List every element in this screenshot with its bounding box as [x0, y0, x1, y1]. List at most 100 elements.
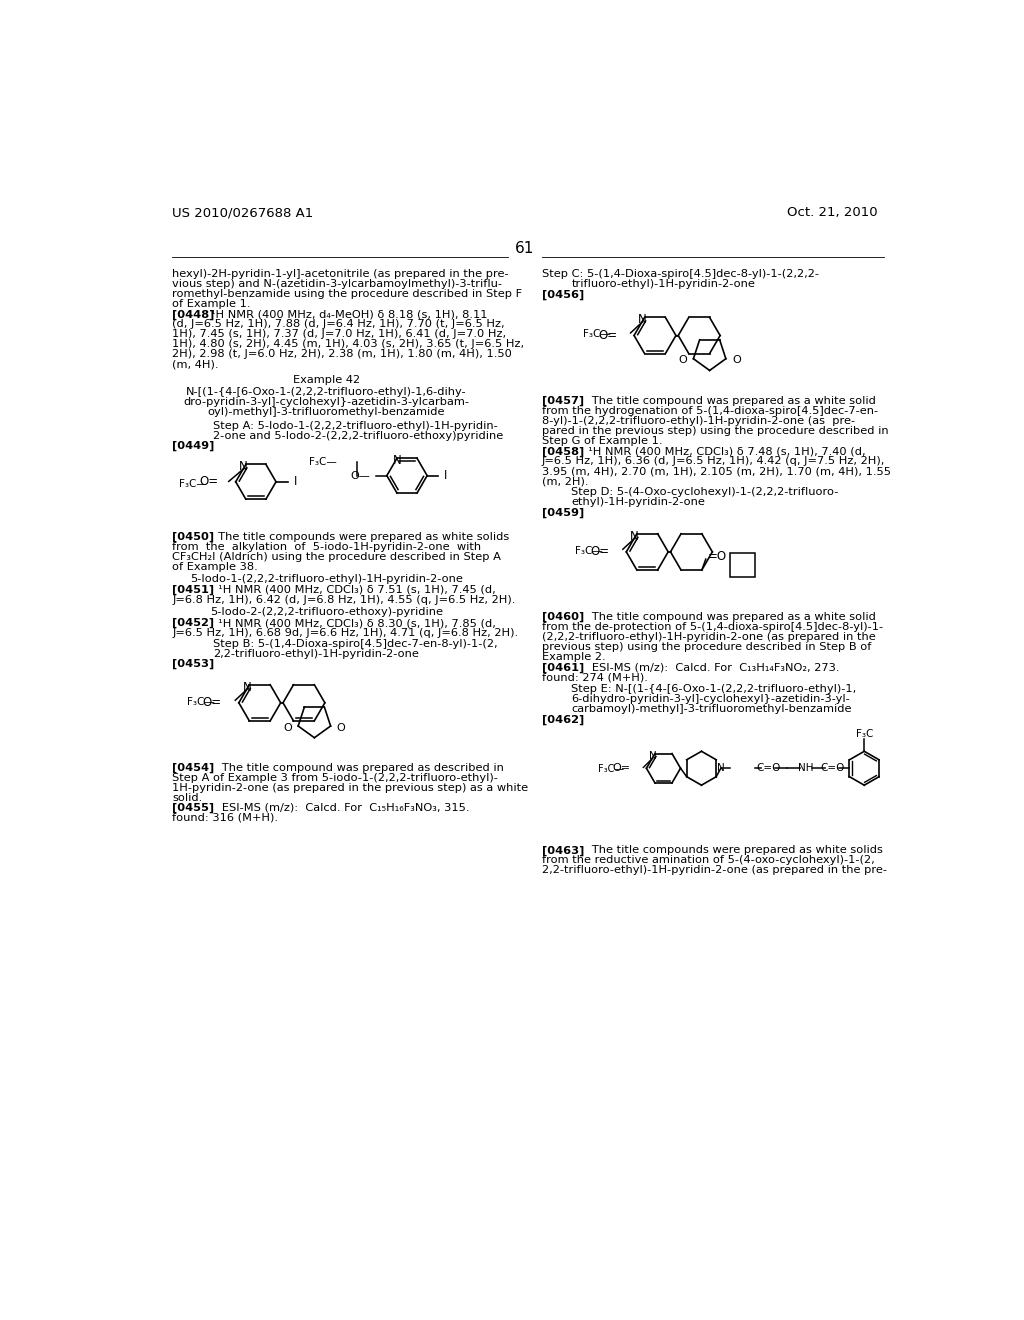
Text: F₃C—: F₃C— [574, 545, 603, 556]
Text: N: N [649, 751, 656, 760]
Text: Example 42: Example 42 [293, 375, 360, 384]
Text: O: O [732, 355, 740, 366]
Text: hexyl)-2H-pyridin-1-yl]-acetonitrile (as prepared in the pre-: hexyl)-2H-pyridin-1-yl]-acetonitrile (as… [172, 268, 509, 279]
Text: I: I [294, 475, 297, 488]
Text: found: 274 (M+H).: found: 274 (M+H). [542, 673, 648, 682]
Text: O: O [284, 722, 292, 733]
Text: [0461]: [0461] [542, 663, 584, 673]
Text: Step G of Example 1.: Step G of Example 1. [542, 436, 663, 446]
Text: Example 2.: Example 2. [542, 652, 605, 661]
Text: ¹H NMR (400 MHz, CDCl₃) δ 7.51 (s, 1H), 7.45 (d,: ¹H NMR (400 MHz, CDCl₃) δ 7.51 (s, 1H), … [211, 585, 496, 595]
Text: 3.95 (m, 4H), 2.70 (m, 1H), 2.105 (m, 2H), 1.70 (m, 4H), 1.55: 3.95 (m, 4H), 2.70 (m, 1H), 2.105 (m, 2H… [542, 466, 891, 477]
Text: 1H-pyridin-2-one (as prepared in the previous step) as a white: 1H-pyridin-2-one (as prepared in the pre… [172, 783, 528, 793]
Text: The title compound was prepared as a white solid: The title compound was prepared as a whi… [581, 612, 876, 622]
Text: romethyl-benzamide using the procedure described in Step F: romethyl-benzamide using the procedure d… [172, 289, 522, 298]
Text: J=6.8 Hz, 1H), 6.42 (d, J=6.8 Hz, 1H), 4.55 (q, J=6.5 Hz, 2H).: J=6.8 Hz, 1H), 6.42 (d, J=6.8 Hz, 1H), 4… [172, 595, 515, 605]
Text: Oct. 21, 2010: Oct. 21, 2010 [786, 206, 878, 219]
Text: from the hydrogenation of 5-(1,4-dioxa-spiro[4.5]dec-7-en-: from the hydrogenation of 5-(1,4-dioxa-s… [542, 405, 878, 416]
Text: [0462]: [0462] [542, 714, 584, 725]
Text: Step A: 5-Iodo-1-(2,2,2-trifluoro-ethyl)-1H-pyridin-: Step A: 5-Iodo-1-(2,2,2-trifluoro-ethyl)… [213, 421, 498, 430]
Text: F₃C—: F₃C— [308, 457, 337, 467]
Text: (d, J=6.5 Hz, 1H), 7.88 (d, J=6.4 Hz, 1H), 7.70 (t, J=6.5 Hz,: (d, J=6.5 Hz, 1H), 7.88 (d, J=6.4 Hz, 1H… [172, 319, 505, 329]
Text: 5-Iodo-1-(2,2,2-trifluoro-ethyl)-1H-pyridin-2-one: 5-Iodo-1-(2,2,2-trifluoro-ethyl)-1H-pyri… [190, 574, 463, 585]
Text: trifluoro-ethyl)-1H-pyridin-2-one: trifluoro-ethyl)-1H-pyridin-2-one [571, 279, 755, 289]
Text: O=: O= [200, 475, 219, 488]
Text: dro-pyridin-3-yl]-cyclohexyl}-azetidin-3-ylcarbam-: dro-pyridin-3-yl]-cyclohexyl}-azetidin-3… [183, 397, 469, 407]
Text: J=6.5 Hz, 1H), 6.68 9d, J=6.6 Hz, 1H), 4.71 (q, J=6.8 Hz, 2H).: J=6.5 Hz, 1H), 6.68 9d, J=6.6 Hz, 1H), 4… [172, 628, 518, 638]
Text: N: N [392, 454, 401, 467]
Text: 2,2-trifluoro-ethyl)-1H-pyridin-2-one: 2,2-trifluoro-ethyl)-1H-pyridin-2-one [213, 649, 419, 659]
Text: [0459]: [0459] [542, 508, 584, 519]
Text: ethyl)-1H-pyridin-2-one: ethyl)-1H-pyridin-2-one [571, 498, 706, 507]
Text: oyl)-methyl]-3-trifluoromethyl-benzamide: oyl)-methyl]-3-trifluoromethyl-benzamide [208, 407, 445, 417]
Text: J=6.5 Hz, 1H), 6.36 (d, J=6.5 Hz, 1H), 4.42 (q, J=7.5 Hz, 2H),: J=6.5 Hz, 1H), 6.36 (d, J=6.5 Hz, 1H), 4… [542, 457, 885, 466]
Text: [0451]: [0451] [172, 585, 214, 595]
Text: carbamoyl)-methyl]-3-trifluoromethyl-benzamide: carbamoyl)-methyl]-3-trifluoromethyl-ben… [571, 704, 852, 714]
Text: previous step) using the procedure described in Step B of: previous step) using the procedure descr… [542, 642, 871, 652]
Text: O: O [337, 722, 345, 733]
Text: O—: O— [350, 471, 370, 480]
Text: F₃C—: F₃C— [583, 330, 610, 339]
Text: O: O [679, 355, 687, 366]
Text: pared in the previous step) using the procedure described in: pared in the previous step) using the pr… [542, 425, 889, 436]
Text: [0454]: [0454] [172, 763, 214, 774]
Text: 6-dihydro-pyridin-3-yl]-cyclohexyl}-azetidin-3-yl-: 6-dihydro-pyridin-3-yl]-cyclohexyl}-azet… [571, 693, 850, 704]
Text: of Example 1.: of Example 1. [172, 298, 251, 309]
Text: O=: O= [598, 329, 617, 342]
Text: N: N [630, 529, 639, 543]
Text: N: N [717, 763, 725, 774]
Text: 2,2-trifluoro-ethyl)-1H-pyridin-2-one (as prepared in the pre-: 2,2-trifluoro-ethyl)-1H-pyridin-2-one (a… [542, 866, 887, 875]
Text: O=: O= [612, 763, 631, 774]
Text: The title compound was prepared as described in: The title compound was prepared as descr… [211, 763, 504, 772]
Text: [0457]: [0457] [542, 396, 584, 405]
Text: O=: O= [590, 545, 609, 558]
Text: C=O: C=O [820, 763, 845, 774]
Text: The title compound was prepared as a white solid: The title compound was prepared as a whi… [581, 396, 876, 405]
Text: from the reductive amination of 5-(4-oxo-cyclohexyl)-1-(2,: from the reductive amination of 5-(4-oxo… [542, 855, 874, 865]
Text: NH: NH [799, 763, 814, 774]
Text: ESI-MS (m/z):  Calcd. For  C₁₃H₁₄F₃NO₂, 273.: ESI-MS (m/z): Calcd. For C₁₃H₁₄F₃NO₂, 27… [581, 663, 839, 673]
Text: 5-Iodo-2-(2,2,2-trifluoro-ethoxy)-pyridine: 5-Iodo-2-(2,2,2-trifluoro-ethoxy)-pyridi… [210, 607, 443, 618]
Text: vious step) and N-(azetidin-3-ylcarbamoylmethyl)-3-triflu-: vious step) and N-(azetidin-3-ylcarbamoy… [172, 279, 502, 289]
Text: [0448]: [0448] [172, 309, 215, 319]
Text: [0456]: [0456] [542, 289, 584, 300]
Text: ESI-MS (m/z):  Calcd. For  C₁₅H₁₆F₃NO₃, 315.: ESI-MS (m/z): Calcd. For C₁₅H₁₆F₃NO₃, 31… [211, 803, 469, 813]
Text: ¹H NMR (400 MHz, d₄-MeOH) δ 8.18 (s, 1H), 8.11: ¹H NMR (400 MHz, d₄-MeOH) δ 8.18 (s, 1H)… [211, 309, 487, 319]
Text: F₃C—: F₃C— [179, 479, 207, 488]
Text: of Example 38.: of Example 38. [172, 562, 258, 572]
Text: (m, 4H).: (m, 4H). [172, 359, 219, 370]
Text: [0449]: [0449] [172, 441, 215, 451]
Text: [0460]: [0460] [542, 612, 584, 622]
Text: F₃C—: F₃C— [187, 697, 215, 706]
Text: The title compounds were prepared as white solids: The title compounds were prepared as whi… [581, 845, 883, 855]
Text: 2H), 2.98 (t, J=6.0 Hz, 2H), 2.38 (m, 1H), 1.80 (m, 4H), 1.50: 2H), 2.98 (t, J=6.0 Hz, 2H), 2.38 (m, 1H… [172, 350, 512, 359]
Text: US 2010/0267688 A1: US 2010/0267688 A1 [172, 206, 313, 219]
Text: Step A of Example 3 from 5-iodo-1-(2,2,2-trifluoro-ethyl)-: Step A of Example 3 from 5-iodo-1-(2,2,2… [172, 774, 498, 783]
Text: N: N [243, 681, 251, 693]
Text: 1H), 7.45 (s, 1H), 7.37 (d, J=7.0 Hz, 1H), 6.41 (d, J=7.0 Hz,: 1H), 7.45 (s, 1H), 7.37 (d, J=7.0 Hz, 1H… [172, 330, 506, 339]
Text: [0450]: [0450] [172, 532, 214, 543]
Text: Step D: 5-(4-Oxo-cyclohexyl)-1-(2,2,2-trifluoro-: Step D: 5-(4-Oxo-cyclohexyl)-1-(2,2,2-tr… [571, 487, 839, 498]
Text: [0463]: [0463] [542, 845, 585, 855]
Text: The title compounds were prepared as white solids: The title compounds were prepared as whi… [211, 532, 509, 541]
Text: 2-one and 5-Iodo-2-(2,2,2-trifluoro-ethoxy)pyridine: 2-one and 5-Iodo-2-(2,2,2-trifluoro-etho… [213, 430, 504, 441]
Text: [0453]: [0453] [172, 659, 214, 669]
Text: (m, 2H).: (m, 2H). [542, 477, 589, 486]
Text: C=O: C=O [757, 763, 781, 774]
Text: Step C: 5-(1,4-Dioxa-spiro[4.5]dec-8-yl)-1-(2,2,2-: Step C: 5-(1,4-Dioxa-spiro[4.5]dec-8-yl)… [542, 268, 819, 279]
Text: 61: 61 [515, 240, 535, 256]
Text: [0458]: [0458] [542, 446, 584, 457]
Text: (2,2,2-trifluoro-ethyl)-1H-pyridin-2-one (as prepared in the: (2,2,2-trifluoro-ethyl)-1H-pyridin-2-one… [542, 632, 876, 642]
Text: F₃C: F₃C [856, 730, 872, 739]
Text: F₃C—: F₃C— [598, 764, 624, 774]
Text: solid.: solid. [172, 793, 203, 803]
Text: O=: O= [203, 696, 222, 709]
Text: [0455]: [0455] [172, 803, 214, 813]
Text: CF₃CH₂I (Aldrich) using the procedure described in Step A: CF₃CH₂I (Aldrich) using the procedure de… [172, 552, 501, 562]
Text: found: 316 (M+H).: found: 316 (M+H). [172, 813, 279, 822]
Text: [0452]: [0452] [172, 618, 214, 628]
Text: ¹H NMR (400 MHz, CDCl₃) δ 7.48 (s, 1H), 7.40 (d,: ¹H NMR (400 MHz, CDCl₃) δ 7.48 (s, 1H), … [581, 446, 865, 457]
Text: N-[(1-{4-[6-Oxo-1-(2,2,2-trifluoro-ethyl)-1,6-dihy-: N-[(1-{4-[6-Oxo-1-(2,2,2-trifluoro-ethyl… [186, 387, 467, 397]
Text: I: I [444, 469, 447, 482]
Text: ¹H NMR (400 MHz, CDCl₃) δ 8.30 (s, 1H), 7.85 (d,: ¹H NMR (400 MHz, CDCl₃) δ 8.30 (s, 1H), … [211, 618, 496, 628]
